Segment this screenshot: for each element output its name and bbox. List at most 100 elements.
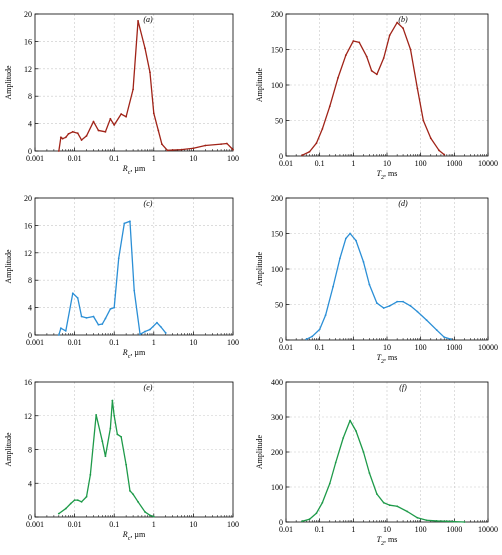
data-point — [308, 518, 311, 521]
series-line — [301, 419, 465, 523]
y-tick-label: 200 — [271, 448, 283, 457]
data-point — [159, 325, 162, 328]
data-point — [192, 147, 195, 150]
y-tick-label: 8 — [28, 276, 32, 285]
data-point — [80, 500, 83, 503]
plot-frame — [34, 197, 234, 336]
data-point — [463, 521, 466, 523]
data-point — [402, 27, 404, 30]
data-point — [321, 128, 324, 130]
y-tick-label: 16 — [24, 221, 32, 230]
data-point — [409, 48, 412, 51]
data-point — [57, 150, 60, 152]
x-axis-label: Rc, µm — [122, 530, 146, 542]
y-tick-label: 300 — [271, 413, 283, 422]
data-point — [332, 285, 334, 288]
data-point — [166, 149, 169, 152]
data-point — [113, 306, 116, 309]
series-line — [301, 21, 445, 156]
data-point — [382, 307, 385, 309]
data-point — [349, 232, 351, 235]
chart-panel-1: 0.001 0.01 0.1 1 10 100 0 4 8 12 16 20 Rc, µm Amplitu… — [4, 10, 239, 176]
data-point — [344, 237, 347, 240]
y-tick-label: 4 — [28, 479, 32, 488]
data-point — [109, 117, 112, 120]
data-point — [438, 149, 440, 152]
data-point — [328, 482, 331, 485]
data-point — [375, 302, 378, 304]
x-tick-label: 100 — [415, 343, 427, 352]
data-point — [157, 129, 160, 132]
x-tick-label: 0.01 — [279, 159, 293, 168]
data-point — [129, 489, 131, 492]
data-point — [308, 150, 311, 153]
data-point — [76, 132, 79, 135]
x-tick-label: 10 — [383, 159, 391, 168]
data-point — [318, 328, 321, 331]
data-point — [375, 493, 378, 495]
y-tick-label: 50 — [275, 117, 283, 126]
data-point — [225, 142, 228, 145]
data-point — [149, 71, 151, 74]
data-point — [396, 21, 399, 24]
x-tick-label: 1000 — [446, 159, 462, 168]
data-point — [95, 414, 98, 416]
y-tick-label: 400 — [271, 378, 283, 387]
data-point — [180, 148, 183, 151]
x-tick-label: 0.01 — [68, 520, 82, 529]
data-point — [337, 77, 339, 79]
series-line — [58, 399, 155, 518]
chart-panel-5: 0.001 0.01 0.1 1 10 100 0 4 8 12 16 Rc, µm Amplitude… — [4, 378, 239, 542]
data-point — [144, 47, 146, 50]
data-point — [409, 305, 412, 307]
data-point — [339, 257, 341, 260]
data-point — [358, 41, 361, 44]
x-tick-label: 1000 — [446, 525, 462, 534]
data-point — [137, 500, 139, 503]
data-point — [69, 502, 72, 505]
y-tick-label: 8 — [28, 446, 32, 455]
data-point — [109, 308, 112, 310]
data-point — [375, 73, 378, 76]
panel-label: (b) — [398, 15, 408, 24]
data-point — [149, 328, 151, 331]
y-tick-label: 100 — [271, 483, 283, 492]
data-point — [406, 510, 409, 513]
data-point — [149, 514, 151, 517]
data-point — [352, 40, 355, 42]
data-point — [164, 332, 167, 334]
data-point — [416, 87, 419, 90]
chart-panel-3: 0.001 0.01 0.1 1 10 100 0 4 8 12 16 20 Rc, µm Amplitu… — [4, 194, 239, 360]
data-point — [315, 142, 318, 145]
data-point — [67, 132, 70, 135]
data-point — [368, 472, 371, 474]
data-point — [59, 327, 62, 330]
x-tick-label: 0.1 — [315, 525, 325, 534]
y-tick-label: 0 — [28, 147, 32, 156]
data-point — [422, 119, 425, 122]
data-point — [92, 120, 95, 123]
data-point — [443, 153, 446, 156]
data-point — [425, 319, 428, 322]
data-point — [120, 435, 123, 438]
y-tick-label: 4 — [28, 120, 32, 129]
data-point — [59, 136, 62, 139]
y-tick-label: 0 — [279, 336, 283, 345]
y-tick-label: 150 — [271, 46, 283, 55]
data-point — [416, 310, 419, 313]
data-point — [160, 143, 163, 146]
x-tick-label: 0.1 — [315, 159, 325, 168]
y-tick-label: 0 — [279, 518, 283, 527]
x-tick-label: 1 — [351, 525, 355, 534]
data-point — [301, 520, 303, 523]
panel-label: (c) — [144, 199, 153, 208]
y-tick-label: 100 — [271, 81, 283, 90]
plot-frame — [34, 13, 234, 152]
data-point — [104, 130, 107, 133]
y-tick-label: 16 — [24, 378, 32, 387]
data-point — [370, 69, 373, 72]
data-point — [92, 315, 95, 318]
y-tick-label: 12 — [24, 65, 32, 74]
x-tick-label: 0.001 — [26, 520, 44, 529]
y-tick-label: 200 — [271, 10, 283, 19]
